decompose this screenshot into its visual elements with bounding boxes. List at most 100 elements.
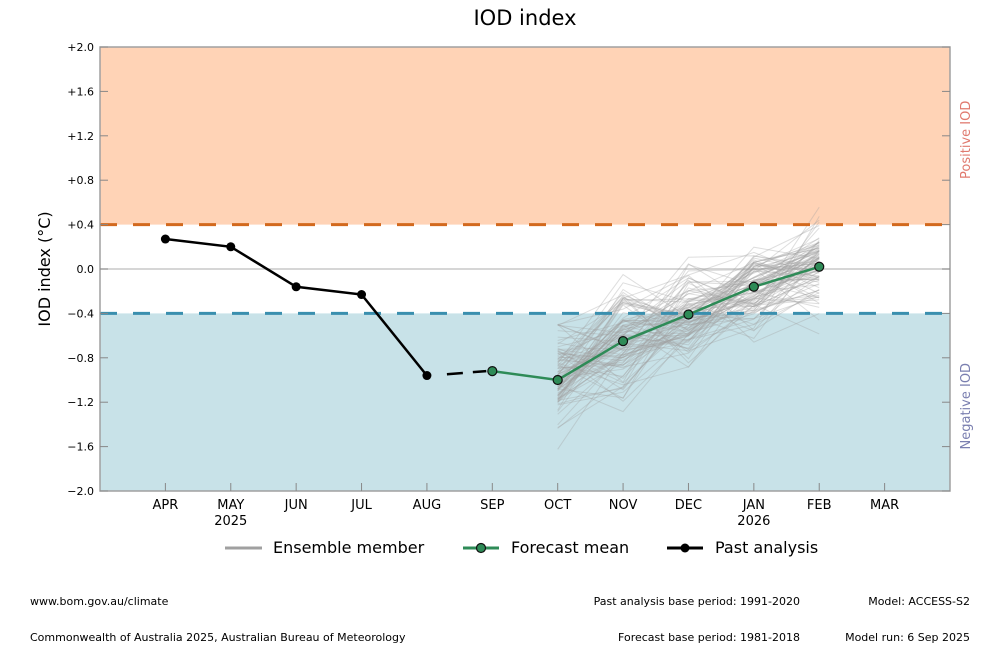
y-tick-label: −0.4	[67, 307, 94, 320]
legend-past-label: Past analysis	[715, 538, 818, 557]
ensemble-member-line	[557, 267, 820, 351]
ensemble-member-line	[557, 268, 820, 386]
ensemble-member-line	[557, 252, 820, 366]
ensemble-member-line	[557, 262, 820, 352]
x-tick-label: DEC	[675, 498, 702, 513]
ensemble-members	[557, 206, 820, 450]
ensemble-member-line	[557, 255, 820, 376]
ensemble-member-line	[557, 262, 820, 376]
footer-past-base-period: Past analysis base period: 1991-2020	[593, 595, 800, 608]
ensemble-member-line	[557, 262, 820, 401]
positive-iod-label: Positive IOD	[959, 101, 974, 179]
x-tick-label: JAN	[742, 498, 765, 513]
ensemble-member-line	[557, 276, 820, 400]
ensemble-member-line	[557, 262, 820, 377]
ensemble-member-line	[557, 245, 820, 384]
x-tick-label: JUN	[284, 498, 308, 513]
forecast-mean-line	[492, 265, 820, 382]
legend: Ensemble member Forecast mean Past analy…	[225, 538, 818, 557]
past-analysis-point	[357, 290, 367, 300]
y-tick-label: +2.0	[67, 41, 94, 54]
ensemble-member-line	[557, 256, 820, 388]
ensemble-member-line	[557, 257, 820, 390]
y-tick-label: −2.0	[67, 485, 94, 498]
ensemble-member-line	[557, 295, 820, 399]
ensemble-member-line	[557, 244, 820, 403]
y-tick-label: −1.6	[67, 441, 94, 454]
footer-forecast-base-period: Forecast base period: 1981-2018	[618, 631, 800, 644]
footer-website: www.bom.gov.au/climate	[30, 595, 169, 608]
ensemble-member-line	[557, 261, 820, 426]
ensemble-member-line	[557, 249, 820, 429]
ensemble-member-line	[557, 216, 820, 390]
ensemble-member-line	[557, 250, 820, 327]
ensemble-member-line	[557, 276, 820, 370]
footer-copyright: Commonwealth of Australia 2025, Australi…	[30, 631, 406, 644]
y-tick-label: +0.8	[67, 174, 94, 187]
footer-model-run: Model run: 6 Sep 2025	[845, 631, 970, 644]
x-tick-label: SEP	[480, 498, 504, 513]
x-tick-label: MAY	[217, 498, 244, 513]
ensemble-member-line	[557, 294, 820, 376]
ensemble-member-line	[557, 291, 820, 356]
ensemble-member-line	[557, 246, 820, 399]
forecast-mean-point	[552, 374, 563, 386]
y-tick-label: +1.6	[67, 85, 94, 98]
ensemble-member-line	[557, 294, 820, 400]
ensemble-member-line	[557, 261, 820, 369]
footer-base-periods: Past analysis base period: 1991-2020 For…	[594, 572, 800, 656]
ensemble-member-line	[557, 257, 820, 348]
x-tick-label: JUL	[350, 498, 372, 513]
ensemble-member-line	[557, 206, 820, 381]
ensemble-member-line	[557, 255, 820, 396]
forecast-mean-point	[748, 281, 759, 292]
legend-forecast-label: Forecast mean	[511, 538, 629, 557]
ensemble-member-line	[557, 252, 820, 403]
x-year-label: 2026	[737, 514, 770, 529]
x-tick-label: APR	[153, 498, 179, 513]
ensemble-member-line	[557, 250, 820, 367]
ensemble-member-line	[557, 227, 820, 383]
ensemble-member-line	[557, 264, 820, 360]
ensemble-member-line	[557, 255, 820, 359]
forecast-mean-point	[814, 261, 825, 272]
x-tick-label: FEB	[807, 498, 832, 513]
y-tick-label: −0.8	[67, 352, 94, 365]
x-tick-label: NOV	[609, 498, 638, 513]
forecast-mean-point	[487, 366, 498, 377]
ensemble-member-line	[557, 246, 820, 381]
negative-iod-region	[100, 313, 950, 491]
y-axis-label: IOD index (°C)	[35, 211, 54, 326]
ensemble-member-line	[557, 268, 820, 375]
negative-iod-label: Negative IOD	[959, 363, 974, 450]
legend-forecast-marker	[475, 542, 487, 554]
y-tick-label: +0.4	[67, 219, 94, 232]
ensemble-member-line	[557, 256, 820, 429]
ensemble-member-line	[557, 261, 820, 402]
ensemble-member-line	[557, 257, 820, 373]
y-tick-label: +1.2	[67, 130, 94, 143]
ensemble-member-line	[557, 271, 820, 350]
ensemble-member-line	[557, 269, 820, 406]
ensemble-member-line	[557, 267, 820, 379]
ensemble-member-line	[557, 237, 820, 390]
ensemble-member-line	[557, 225, 820, 379]
ensemble-member-line	[557, 268, 820, 368]
ensemble-member-line	[557, 263, 820, 450]
ensemble-member-line	[557, 257, 820, 403]
past-analysis-point	[291, 282, 301, 292]
ensemble-member-line	[557, 279, 820, 397]
chart-title: IOD index	[473, 6, 576, 30]
forecast-mean-point	[683, 309, 694, 320]
ensemble-member-line	[557, 266, 820, 360]
ensemble-member-line	[557, 238, 820, 415]
x-tick-label: AUG	[413, 498, 441, 513]
past-analysis-point	[226, 242, 236, 252]
ensemble-member-line	[557, 276, 820, 367]
ensemble-member-line	[557, 256, 820, 380]
ensemble-member-line	[557, 219, 820, 363]
positive-iod-region	[100, 47, 950, 225]
iod-chart: IOD index +2.0 +1.6 +1.2 +0.8 +0.4 0.0 −0.4 −0.…	[35, 6, 974, 557]
x-tick-label: OCT	[544, 498, 571, 513]
ensemble-member-line	[557, 275, 820, 387]
